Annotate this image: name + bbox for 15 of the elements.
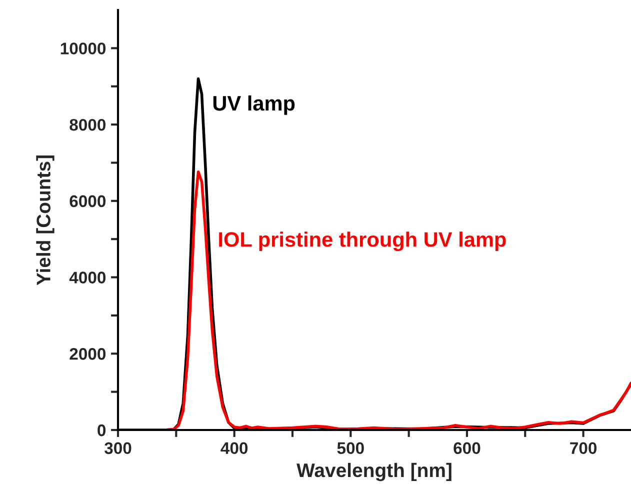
- x-tick-label: 300: [104, 442, 132, 454]
- y-tick-label: 4000: [69, 272, 106, 284]
- y-tick-label: 2000: [70, 348, 106, 360]
- x-tick-label: 500: [337, 442, 364, 454]
- y-tick-label: 0: [98, 424, 106, 436]
- x-axis-title: Wavelength [nm]: [296, 462, 452, 482]
- y-tick-label: 10000: [60, 42, 106, 54]
- x-tick-label: 600: [454, 442, 480, 454]
- x-tick-label: 700: [570, 442, 597, 454]
- x-tick-label: 400: [220, 442, 248, 454]
- series-label: IOL pristine through UV lamp: [219, 232, 506, 252]
- series-label: UV lamp: [213, 95, 295, 115]
- y-axis-title: Yield [Counts]: [36, 156, 54, 286]
- y-tick-label: 8000: [70, 118, 106, 131]
- y-tick-label: 6000: [70, 195, 106, 208]
